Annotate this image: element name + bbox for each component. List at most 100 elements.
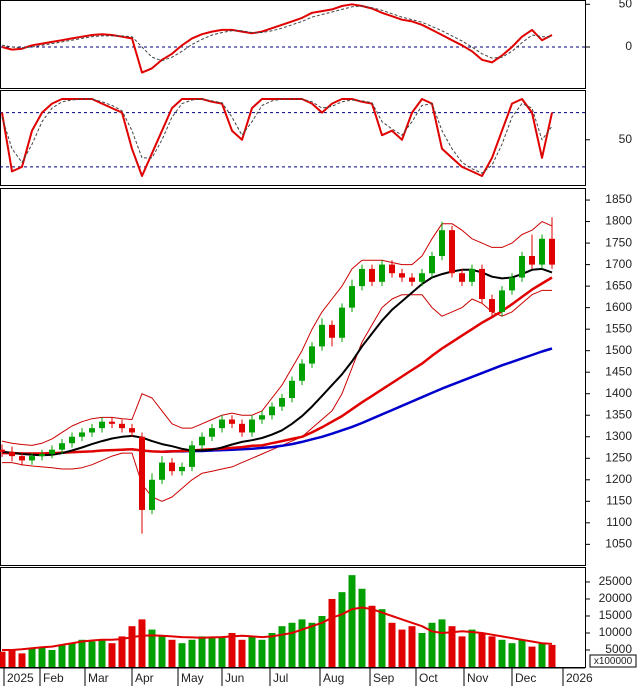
y-tick-label: 1350 [605,407,632,421]
candle-body [499,290,505,312]
candle-body [199,436,205,446]
line-series [1,98,553,177]
candle-body [239,423,245,433]
candle-body [129,428,135,433]
candle-body [249,419,255,433]
candle-body [209,428,215,437]
x-tick-label: Aug [323,671,344,685]
candle-body [329,324,335,338]
y-tick-label: 1250 [605,450,632,464]
candle-body [279,398,285,407]
volume-bar [278,626,286,667]
y-tick-label: 5000 [605,642,632,656]
line-series [2,289,552,502]
volume-bar [158,636,166,667]
panel-frame [0,0,586,89]
candle-body [39,453,45,457]
volume-bar [88,641,96,667]
volume-bar [138,619,146,667]
volume-bar [358,588,366,667]
volume-bar [438,619,446,667]
candle-body [169,462,175,472]
volume-bar [18,653,26,667]
line-series [1,267,553,457]
y-tick-label: 1550 [605,321,632,335]
volume-bar [318,615,326,667]
candle-body [29,456,35,461]
volume-bar [498,639,506,667]
volume-bar [488,636,496,667]
line-series [1,3,553,74]
y-tick-label: 1750 [605,235,632,249]
line-series [1,221,553,446]
y-tick-label: 25000 [599,574,633,588]
candle-body [9,451,15,457]
candle-body [439,230,445,256]
x-tick-label: Feb [43,671,64,685]
y-tick-label: 1650 [605,278,632,292]
volume-bar [218,636,226,667]
volume-bar [78,639,86,667]
volume-bar [538,643,546,667]
volume-bar [68,643,76,667]
candle-body [379,264,385,282]
volume-bar [518,639,526,667]
candle-body [399,273,405,278]
y-tick-label: 1050 [605,537,632,551]
volume-bar [0,651,6,667]
y-tick-label: 1450 [605,364,632,378]
volume-bar [418,632,426,667]
y-tick-label: 50 [619,132,633,146]
volume-bar [198,636,206,667]
x-tick-label: Apr [135,671,154,685]
volume-bar [458,636,466,667]
y-tick-label: 1100 [606,515,632,529]
volume-bar [188,639,196,667]
candle-body [89,428,95,433]
volume-bar [98,639,106,667]
candle-body [529,255,535,265]
y-tick-label: 15000 [599,608,633,622]
y-tick-label: 1800 [605,214,632,228]
volume-bar [248,636,256,667]
candle-body [469,268,475,282]
candle-body [59,443,65,450]
volume-bar [368,605,376,667]
candle-body [19,456,25,461]
candle-body [219,419,225,429]
volume-bar [378,609,386,667]
volume-bar [428,622,436,667]
volume-bar [508,643,516,667]
candle-body [49,449,55,454]
line-series [2,606,553,651]
y-tick-label: 1850 [605,192,632,206]
candle-body [159,462,165,480]
candle-body [0,449,5,452]
volume-bar [348,575,356,667]
candle-body [479,268,485,300]
panel-frame [0,188,586,566]
volume-bar [128,626,136,667]
candle-body [269,406,275,416]
candle-body [359,268,365,287]
candle-body [79,432,85,437]
candle-body [229,419,235,424]
candle-body [549,238,555,265]
x-tick-label: May [181,671,204,685]
volume-bar [258,639,266,667]
y-tick-label: 1400 [605,386,632,400]
candle-body [539,238,545,265]
volume-bar [8,649,16,667]
volume-bar [208,638,216,667]
candle-body [149,479,155,510]
line-series [161,347,553,454]
volume-bar [528,646,536,667]
candle-body [179,466,185,472]
x-tick-label: Dec [515,671,536,685]
x-tick-label: Jun [225,671,244,685]
line-series [1,5,552,62]
volume-bar [388,622,396,667]
candle-body [319,324,325,347]
volume-bar [468,629,476,667]
